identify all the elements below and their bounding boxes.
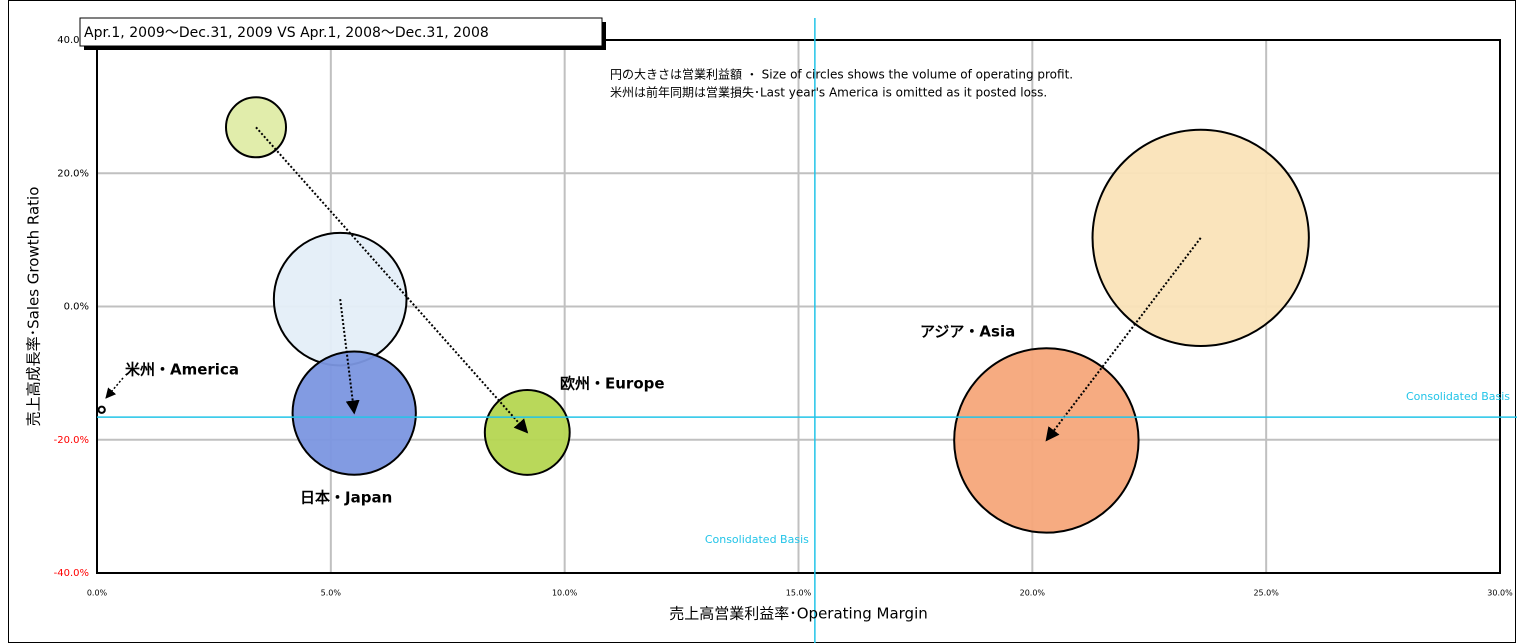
arrow: [105, 377, 124, 399]
y-tick-label: -20.0%: [54, 435, 89, 446]
y-tick-label: -40.0%: [54, 568, 89, 579]
bubble-label: 日本・Japan: [300, 489, 392, 507]
x-tick-label: 5.0%: [321, 589, 342, 598]
bubble: [483, 388, 571, 476]
x-tick-label: 15.0%: [786, 589, 812, 598]
x-tick-label: 0.0%: [87, 589, 108, 598]
note: 米州は前年同期は営業損失･Last year's America is omit…: [610, 85, 1047, 100]
x-tick-label: 10.0%: [552, 589, 578, 598]
x-axis-label: 売上高営業利益率･Operating Margin: [669, 605, 928, 623]
chart-title: Apr.1, 2009～Dec.31, 2009 VS Apr.1, 2008～…: [84, 25, 489, 41]
plot-border: [96, 39, 1501, 574]
reference-label: Consolidated Basis: [705, 533, 809, 546]
arrow: [1045, 237, 1202, 442]
y-axis-label: 売上高成長率･Sales Growth Ratio: [25, 187, 43, 427]
note: 円の大きさは営業利益額 ・ Size of circles shows the …: [610, 68, 1073, 82]
arrow: [339, 299, 360, 415]
y-tick-label: 40.0%: [57, 35, 89, 46]
y-tick-label: 20.0%: [57, 168, 89, 179]
bubble: [97, 405, 106, 414]
x-tick-label: 30.0%: [1487, 589, 1513, 598]
arrow: [255, 126, 529, 434]
x-tick-label: 25.0%: [1253, 589, 1279, 598]
bubble-label: 米州・America: [125, 361, 239, 379]
title-box: [79, 17, 603, 47]
y-tick-label: 0.0%: [64, 302, 89, 313]
x-tick-label: 20.0%: [1020, 589, 1046, 598]
bubble-label: 欧州・Europe: [560, 375, 665, 393]
bubble-label: アジア・Asia: [920, 323, 1015, 341]
reference-label: Consolidated Basis: [1406, 390, 1510, 403]
